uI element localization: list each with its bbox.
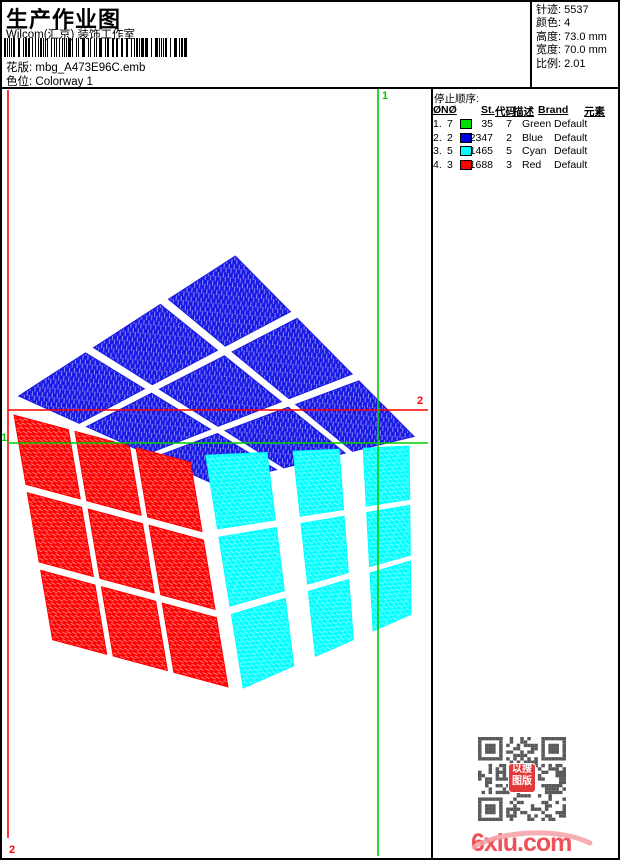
cube-sticker-patch: [292, 448, 345, 517]
stat-width: 宽度: 70.0 mm: [536, 44, 607, 57]
cube-sticker-patch: [92, 303, 219, 386]
cube-sticker-patch: [366, 504, 411, 568]
stat-scale: 比例: 2.01: [536, 57, 586, 70]
cube-right-face: [205, 445, 412, 689]
cube-sticker-patch: [294, 380, 415, 452]
col-header-seq: Ø: [433, 104, 442, 116]
cube-sticker-patch: [26, 492, 95, 578]
thread-color-swatch: [460, 132, 472, 143]
marker-1-top: 1: [382, 90, 388, 102]
swoosh-decoration: [471, 830, 593, 850]
site-watermark: 6xiu.com: [471, 829, 593, 857]
needle-number: 3: [447, 158, 453, 171]
col-header-element: 元素: [584, 106, 605, 118]
cube-sticker-patch: [167, 255, 292, 347]
thread-description: Green: [522, 118, 552, 130]
pattern-file-row: 花版: mbg_A473E96C.emb: [6, 59, 145, 75]
cube-sticker-patch: [230, 597, 295, 689]
cube-sticker-patch: [87, 508, 155, 594]
marker-1-left: 1: [2, 432, 7, 444]
stamp-row-2: 图版: [512, 776, 532, 787]
col-header-needle: NØ: [441, 104, 457, 116]
cube-sticker-patch: [17, 352, 146, 424]
stop-sequence-panel: 停止顺序: Ø NØ St. 代码 描述 Brand 元素 1. 7 35 7 Gree…: [432, 89, 618, 858]
needle-number: 7: [447, 118, 453, 130]
barcode-image: [4, 38, 187, 57]
col-header-description: 描述: [513, 106, 534, 118]
col-header-code: 代码: [495, 106, 516, 118]
cube-sticker-patch: [135, 447, 203, 533]
stamp-row-1: 以搜: [512, 764, 532, 775]
thread-code: 3: [506, 158, 512, 171]
thread-code: 2: [506, 131, 512, 144]
seq-number: 2.: [433, 131, 442, 144]
cube-sticker-patch: [369, 560, 412, 632]
stitch-count: 1688: [469, 158, 493, 171]
cube-sticker-patch: [218, 527, 285, 607]
thread-color-swatch: [460, 119, 472, 129]
cube-sticker-patch: [13, 414, 81, 500]
cube-top-face: [17, 255, 415, 486]
cube-sticker-patch: [148, 524, 216, 610]
stitch-count: 2347: [469, 131, 493, 144]
thread-color-swatch: [460, 159, 472, 170]
cube-sticker-patch: [100, 586, 169, 672]
stats-box: 针迹: 5537 颜色: 4 高度: 73.0 mm 宽度: 70.0 mm 比…: [530, 2, 618, 87]
marker-2-bottom: 2: [9, 844, 15, 856]
seq-number: 3.: [433, 145, 442, 157]
cube-sticker-patch: [74, 430, 142, 516]
needle-number: 2: [447, 131, 453, 144]
colorway-value: Colorway 1: [35, 76, 93, 88]
cube-sticker-patch: [300, 515, 349, 585]
thread-brand: Default: [554, 118, 588, 130]
col-header-brand: Brand: [538, 104, 569, 116]
stitch-count: 35: [481, 118, 493, 130]
thread-code: 7: [506, 118, 512, 130]
cube-sticker-patch: [158, 355, 283, 427]
cube-sticker-patch: [231, 317, 354, 400]
thread-brand: Default: [554, 145, 588, 157]
thread-description: Blue: [522, 131, 544, 144]
thread-description: Red: [522, 158, 542, 171]
colorway-label: 色位:: [6, 76, 33, 88]
watermark-stamp: 以搜 图版: [509, 764, 535, 792]
stat-height: 高度: 73.0 mm: [536, 30, 607, 43]
stop-sequence-title: 停止顺序:: [434, 93, 479, 105]
cube-sticker-patch: [307, 578, 354, 658]
thread-color-swatch: [460, 146, 472, 156]
stitch-count: 1465: [469, 145, 493, 157]
cube-sticker-patch: [205, 451, 276, 530]
page-title: 生产作业图: [6, 7, 122, 32]
stat-colors: 颜色: 4: [536, 17, 571, 30]
seq-number: 4.: [433, 158, 442, 171]
stat-stitches: 针迹: 5537: [536, 4, 589, 16]
cube-left-face: [13, 414, 229, 688]
panel-divider: [431, 89, 433, 858]
pattern-file-label: 花版:: [6, 62, 33, 74]
marker-2-right: 2: [417, 395, 423, 407]
cube-sticker-patch: [40, 569, 108, 655]
seq-number: 1.: [433, 118, 442, 130]
header-divider: [2, 87, 618, 89]
pattern-file-value: mbg_A473E96C.emb: [35, 62, 146, 74]
col-header-stitches: St.: [481, 104, 495, 116]
colorway-row: 色位: Colorway 1: [6, 73, 93, 89]
needle-number: 5: [447, 145, 453, 157]
cube-sticker-patch: [161, 602, 229, 688]
thread-code: 5: [506, 145, 512, 157]
thread-description: Cyan: [522, 145, 547, 157]
thread-brand: Default: [554, 131, 588, 144]
thread-brand: Default: [554, 158, 588, 171]
embroidery-design-canvas: 1 1 2 2: [2, 89, 428, 856]
cube-sticker-patch: [362, 445, 411, 507]
